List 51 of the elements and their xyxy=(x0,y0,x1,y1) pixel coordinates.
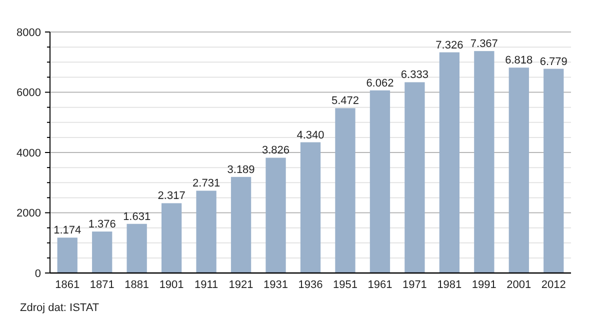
y-tick-label: 4000 xyxy=(16,147,41,160)
x-tick-label: 1881 xyxy=(124,279,150,291)
bar xyxy=(335,108,356,273)
x-tick-label: 1901 xyxy=(159,279,184,291)
x-tick-label: 1951 xyxy=(332,279,358,291)
bar xyxy=(230,176,252,273)
data-label: 7.326 xyxy=(436,39,464,52)
y-tick-label: 0 xyxy=(34,268,41,280)
x-tick-label: 1861 xyxy=(55,279,80,291)
y-tick-label: 8000 xyxy=(16,26,41,39)
data-label: 6.779 xyxy=(540,56,568,68)
data-label: 3.189 xyxy=(227,164,255,176)
x-tick-label: 1991 xyxy=(472,279,496,291)
data-label: 5.472 xyxy=(331,95,359,108)
y-tick-label: 2000 xyxy=(16,208,41,220)
bar xyxy=(508,68,529,273)
bar xyxy=(474,51,494,273)
bar xyxy=(300,142,321,273)
data-label: 3.826 xyxy=(262,144,290,157)
bar xyxy=(404,82,425,273)
x-tick-label: 1971 xyxy=(402,279,427,291)
x-tick-label: 2012 xyxy=(541,279,566,291)
data-label: 7.367 xyxy=(470,38,498,50)
data-label: 6.818 xyxy=(505,54,533,67)
bar xyxy=(439,52,460,273)
x-tick-label: 1871 xyxy=(90,279,114,291)
bar xyxy=(126,224,147,273)
bar xyxy=(161,203,182,273)
x-tick-label: 1921 xyxy=(228,279,254,291)
data-label: 6.062 xyxy=(366,77,394,90)
bar xyxy=(266,158,286,273)
text: Zdroj dat: ISTAT xyxy=(20,302,100,314)
data-label: 6.333 xyxy=(400,69,428,82)
bar xyxy=(92,232,112,273)
x-tick-label: 1911 xyxy=(194,279,218,291)
x-tick-label: 1936 xyxy=(298,279,323,291)
data-label: 2.317 xyxy=(158,190,186,202)
bar xyxy=(196,190,216,273)
bar xyxy=(57,238,78,273)
data-label: 2.731 xyxy=(192,178,220,190)
x-tick-label: 2001 xyxy=(506,279,532,291)
x-tick-label: 1931 xyxy=(264,279,288,291)
data-label: 1.631 xyxy=(123,210,151,223)
bar xyxy=(544,68,564,273)
data-label: 4.340 xyxy=(296,129,324,142)
data-label: 1.376 xyxy=(88,218,116,231)
x-tick-label: 1961 xyxy=(368,279,392,291)
data-label: 1.174 xyxy=(54,224,82,237)
x-tick-label: 1981 xyxy=(437,279,462,291)
y-tick-label: 6000 xyxy=(16,87,41,100)
bar xyxy=(370,90,390,273)
